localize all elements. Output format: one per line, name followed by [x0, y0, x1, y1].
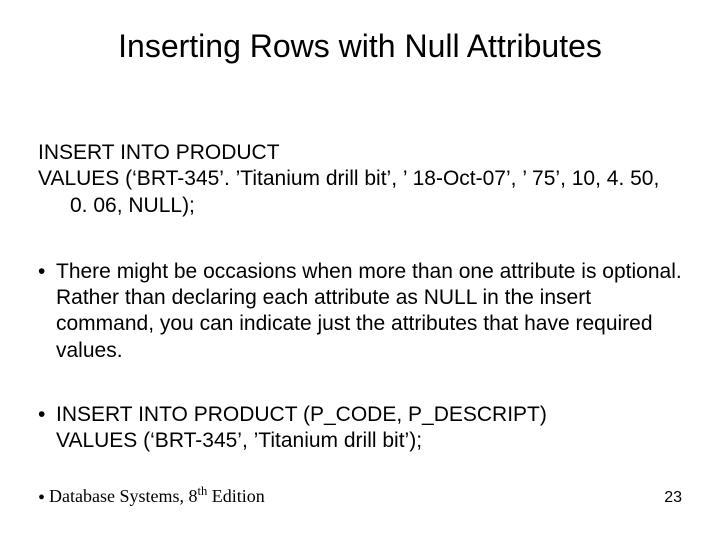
footer-book: • Database Systems, 8th Edition [38, 484, 265, 508]
bullet1-text: There might be occasions when more than … [56, 259, 682, 364]
footer-book-suffix: Edition [207, 486, 265, 506]
bullet-dot-icon: • [38, 402, 56, 428]
sql1-line1: INSERT INTO PRODUCT [38, 140, 682, 166]
bullet2-line2: VALUES (‘BRT-345’, ’Titanium drill bit’)… [56, 428, 682, 454]
slide-content: INSERT INTO PRODUCT VALUES (‘BRT-345’. ’… [38, 140, 682, 492]
sql1-line2: VALUES (‘BRT-345’. ’Titanium drill bit’,… [38, 166, 682, 192]
footer-bullet-icon: • [38, 487, 45, 510]
bullet-item-1: • There might be occasions when more tha… [38, 259, 682, 364]
sql-block-1: INSERT INTO PRODUCT VALUES (‘BRT-345’. ’… [38, 140, 682, 219]
bullet2-line1: INSERT INTO PRODUCT (P_CODE, P_DESCRIPT) [56, 402, 682, 428]
bullet2-text: INSERT INTO PRODUCT (P_CODE, P_DESCRIPT)… [56, 402, 682, 455]
bullet-item-2: • INSERT INTO PRODUCT (P_CODE, P_DESCRIP… [38, 402, 682, 455]
slide-footer: • Database Systems, 8th Edition 23 [38, 484, 682, 508]
slide: Inserting Rows with Null Attributes INSE… [0, 0, 720, 540]
bullet-dot-icon: • [38, 259, 56, 285]
page-number: 23 [664, 489, 682, 507]
footer-book-prefix: Database Systems, 8 [49, 486, 197, 506]
footer-book-th: th [198, 484, 208, 498]
footer-book-text: Database Systems, 8th Edition [49, 484, 265, 507]
sql1-line3: 0. 06, NULL); [38, 193, 682, 219]
slide-title: Inserting Rows with Null Attributes [0, 28, 720, 65]
